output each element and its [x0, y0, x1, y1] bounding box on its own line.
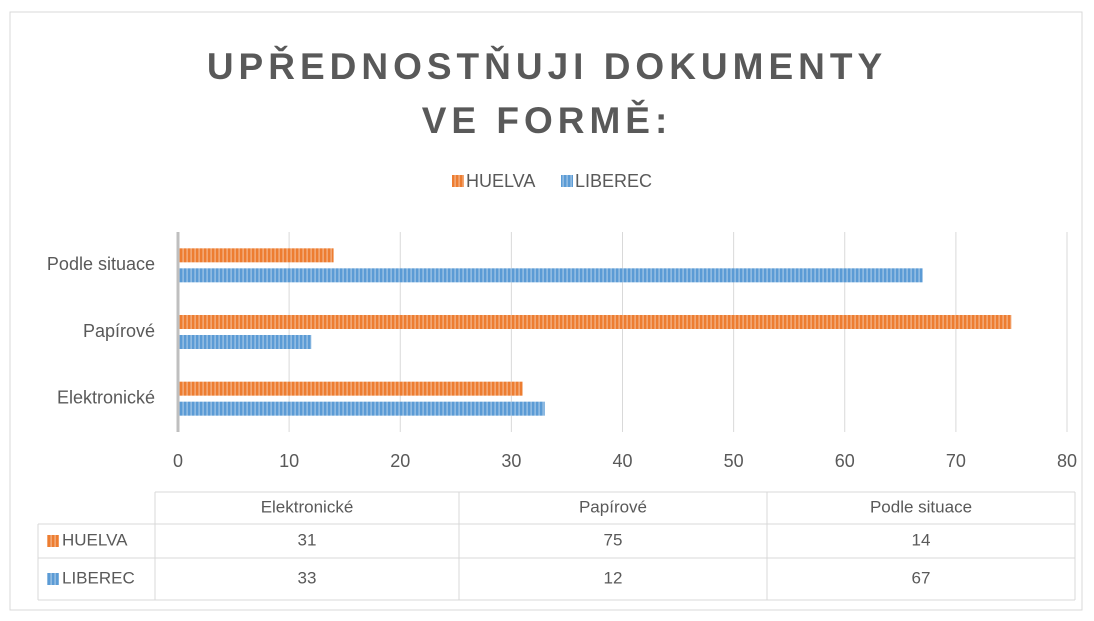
y-tick-label: Elektronické	[57, 387, 155, 407]
legend-swatch	[452, 175, 464, 187]
legend-swatch	[561, 175, 573, 187]
legend-label: HUELVA	[466, 171, 535, 191]
bar	[178, 268, 923, 283]
table-cell: 31	[298, 530, 317, 549]
y-tick-label: Papírové	[83, 321, 155, 341]
table-cell: 33	[298, 568, 317, 587]
table-cell: 67	[912, 568, 931, 587]
x-tick-label: 30	[501, 451, 521, 471]
x-tick-label: 0	[173, 451, 183, 471]
x-tick-label: 10	[279, 451, 299, 471]
bar	[178, 315, 1012, 329]
legend-label: LIBEREC	[575, 171, 652, 191]
x-tick-label: 40	[612, 451, 632, 471]
bar	[178, 335, 312, 349]
x-tick-label: 20	[390, 451, 410, 471]
table-cell: 14	[912, 530, 931, 549]
x-tick-label: 50	[724, 451, 744, 471]
bar	[178, 248, 334, 263]
table-header: Elektronické	[261, 497, 354, 516]
chart-title: UPŘEDNOSTŇUJI DOKUMENTY VE FORMĚ:	[206, 46, 888, 141]
table-header: Papírové	[579, 497, 647, 516]
x-tick-label: 70	[946, 451, 966, 471]
table-series-label: HUELVA	[62, 530, 128, 549]
chart-border	[9, 11, 1083, 611]
bar	[178, 401, 545, 416]
table-series-label: LIBEREC	[62, 568, 135, 587]
x-tick-label: 80	[1057, 451, 1077, 471]
table-header: Podle situace	[870, 497, 972, 516]
table-cell: 12	[604, 568, 623, 587]
x-tick-label: 60	[835, 451, 855, 471]
bar	[178, 381, 523, 396]
y-tick-label: Podle situace	[47, 254, 155, 274]
table-swatch	[47, 535, 59, 547]
table-cell: 75	[604, 530, 623, 549]
table-swatch	[47, 573, 59, 585]
